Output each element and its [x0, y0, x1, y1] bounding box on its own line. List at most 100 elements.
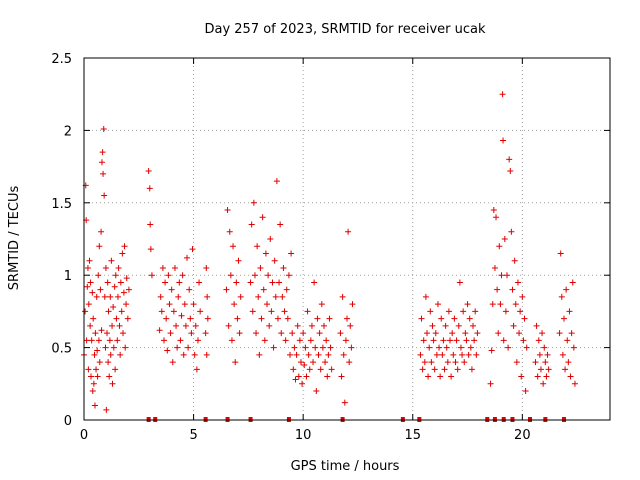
- data-point: [532, 359, 539, 366]
- data-point: [461, 359, 468, 366]
- data-point: [87, 279, 94, 286]
- data-point: [156, 327, 163, 334]
- data-point: [103, 406, 110, 413]
- data-point: [114, 337, 121, 344]
- data-point: [490, 207, 497, 214]
- data-point: [276, 279, 283, 286]
- data-point: [472, 308, 479, 315]
- y-tick-label: 0: [64, 414, 72, 429]
- data-point: [158, 308, 165, 315]
- data-point: [182, 322, 189, 329]
- data-point: [273, 178, 280, 185]
- data-point: [441, 366, 448, 373]
- data-point: [91, 351, 98, 358]
- data-point: [113, 315, 120, 322]
- grid: [84, 58, 610, 420]
- data-point: [445, 308, 452, 315]
- data-point: [302, 344, 309, 351]
- data-point: [93, 293, 100, 300]
- data-point: [104, 279, 111, 286]
- data-point: [426, 344, 433, 351]
- data-point: [123, 301, 130, 308]
- data-point: [269, 279, 276, 286]
- data-point: [177, 337, 184, 344]
- data-point: [84, 283, 91, 290]
- data-point: [279, 293, 286, 300]
- data-point: [90, 315, 97, 322]
- data-point: [533, 322, 540, 329]
- data-point: [101, 192, 108, 199]
- data-point: [498, 272, 505, 279]
- data-point: [247, 279, 254, 286]
- data-point: [189, 246, 196, 253]
- data-point: [544, 351, 551, 358]
- data-point: [463, 337, 470, 344]
- data-point: [282, 337, 289, 344]
- data-point: [96, 243, 103, 250]
- data-point: [422, 293, 429, 300]
- y-tick-label: 2: [64, 124, 72, 139]
- data-point: [100, 170, 107, 177]
- data-point: [474, 330, 481, 337]
- data-point: [294, 322, 301, 329]
- data-point: [434, 301, 441, 308]
- data-point: [345, 228, 352, 235]
- data-point: [232, 359, 239, 366]
- data-point: [164, 347, 171, 354]
- data-point: [516, 330, 523, 337]
- data-point: [99, 149, 106, 156]
- data-point: [226, 228, 233, 235]
- data-point: [305, 351, 312, 358]
- data-point: [567, 373, 574, 380]
- data-point: [508, 228, 515, 235]
- data-point: [439, 351, 446, 358]
- data-point: [542, 359, 549, 366]
- data-point: [248, 221, 255, 228]
- data-point: [299, 380, 306, 387]
- data-point: [237, 293, 244, 300]
- data-point: [313, 388, 320, 395]
- data-point: [571, 380, 578, 387]
- data-point: [284, 315, 291, 322]
- data-point: [568, 330, 575, 337]
- data-point: [106, 337, 113, 344]
- data-point: [114, 293, 121, 300]
- axis-ticks: [83, 57, 610, 421]
- data-point: [421, 359, 428, 366]
- data-point: [145, 167, 152, 174]
- data-point: [104, 330, 111, 337]
- data-point: [349, 301, 356, 308]
- data-point: [337, 330, 344, 337]
- data-point: [204, 293, 211, 300]
- data-point: [89, 388, 96, 395]
- data-point: [491, 264, 498, 271]
- data-point: [495, 330, 502, 337]
- data-point: [84, 264, 91, 271]
- chart-title: Day 257 of 2023, SRMTID for receiver uca…: [204, 22, 486, 37]
- data-point: [520, 337, 527, 344]
- data-point: [466, 315, 473, 322]
- data-point: [147, 221, 154, 228]
- data-point: [320, 322, 327, 329]
- data-point: [265, 272, 272, 279]
- data-point: [427, 308, 434, 315]
- data-point: [325, 351, 332, 358]
- data-point: [85, 301, 92, 308]
- data-point: [431, 366, 438, 373]
- data-point: [167, 330, 174, 337]
- data-point: [428, 359, 435, 366]
- data-point: [559, 351, 566, 358]
- data-point: [521, 315, 528, 322]
- data-point: [438, 315, 445, 322]
- data-point: [169, 359, 176, 366]
- data-point: [460, 308, 467, 315]
- data-point: [440, 337, 447, 344]
- data-point: [444, 359, 451, 366]
- data-point: [185, 344, 192, 351]
- data-points: [81, 91, 578, 422]
- data-point: [503, 272, 510, 279]
- data-point: [454, 366, 461, 373]
- data-point: [562, 366, 569, 373]
- data-point: [509, 286, 516, 293]
- data-point: [106, 373, 113, 380]
